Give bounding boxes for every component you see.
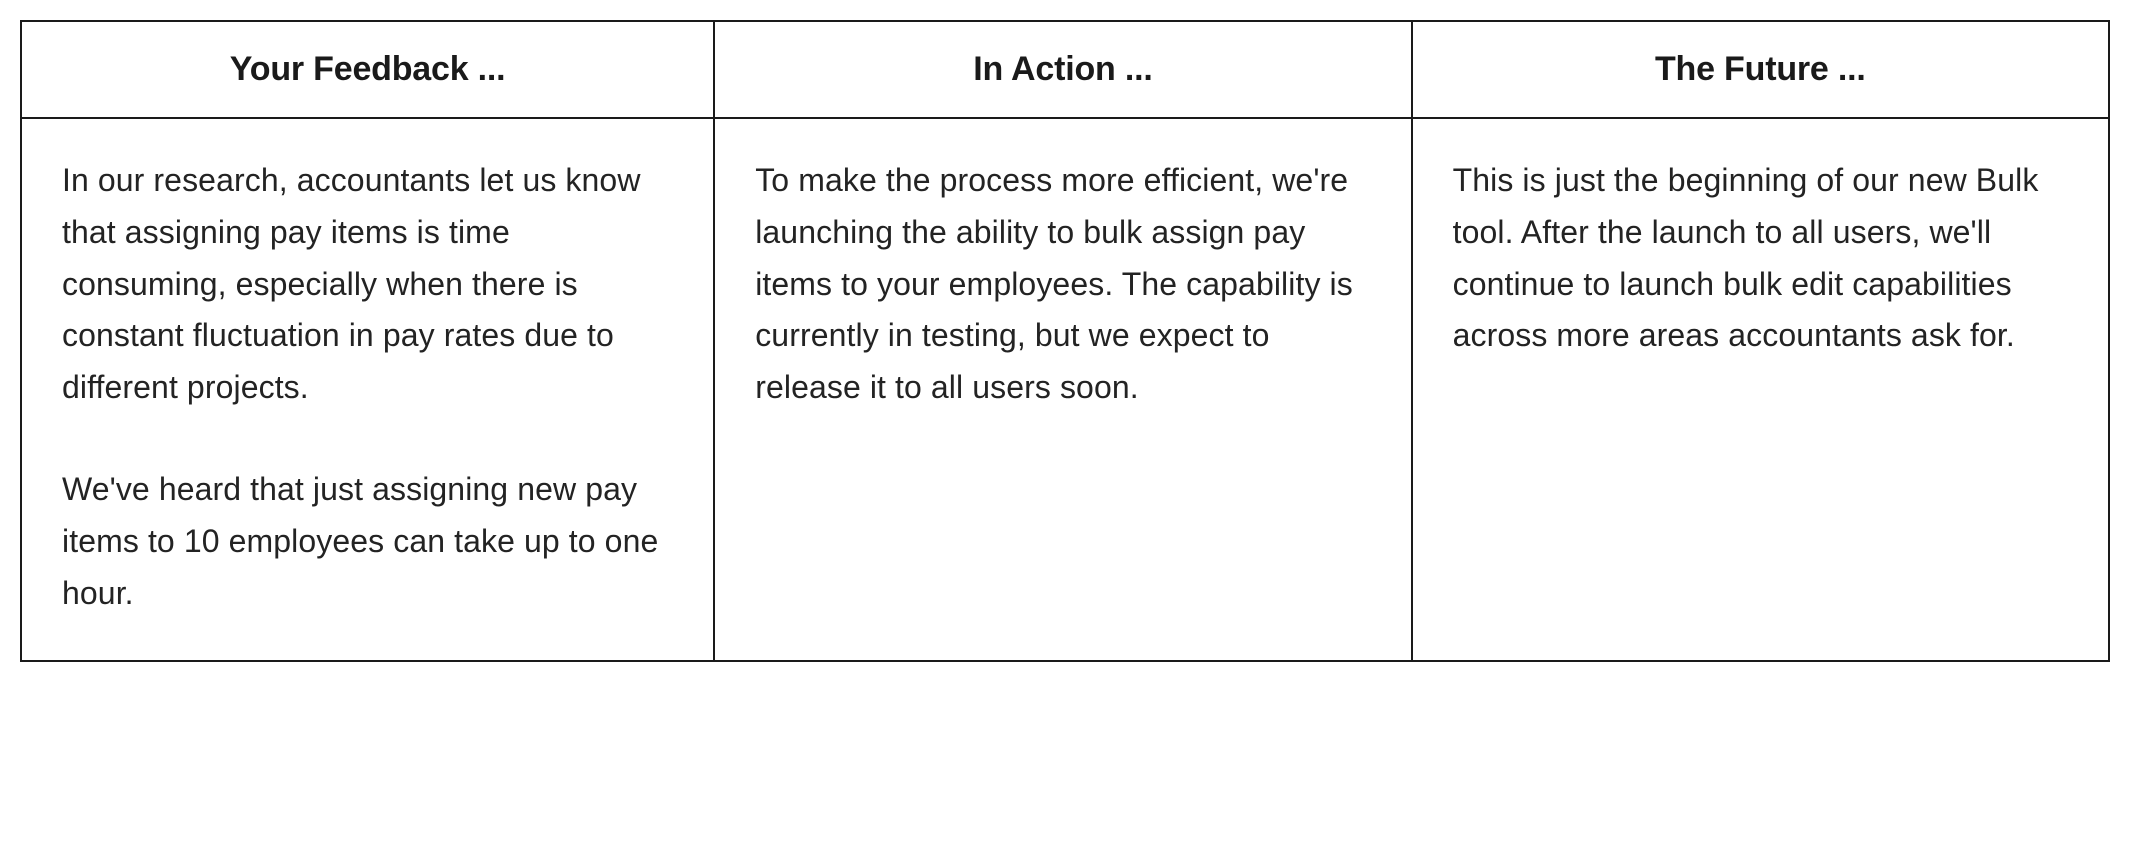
cell-paragraph: To make the process more efficient, we'r…	[755, 155, 1370, 414]
cell-paragraph: We've heard that just assigning new pay …	[62, 464, 673, 619]
feedback-table: Your Feedback ... In Action ... The Futu…	[20, 20, 2110, 662]
column-header-feedback: Your Feedback ...	[21, 21, 714, 118]
table-header: Your Feedback ... In Action ... The Futu…	[21, 21, 2109, 118]
table-body: In our research, accountants let us know…	[21, 118, 2109, 661]
table-row: In our research, accountants let us know…	[21, 118, 2109, 661]
column-header-future: The Future ...	[1412, 21, 2109, 118]
table-header-row: Your Feedback ... In Action ... The Futu…	[21, 21, 2109, 118]
column-header-in-action: In Action ...	[714, 21, 1411, 118]
cell-future: This is just the beginning of our new Bu…	[1412, 118, 2109, 661]
cell-in-action: To make the process more efficient, we'r…	[714, 118, 1411, 661]
cell-feedback: In our research, accountants let us know…	[21, 118, 714, 661]
cell-paragraph: In our research, accountants let us know…	[62, 155, 673, 414]
cell-paragraph: This is just the beginning of our new Bu…	[1453, 155, 2068, 362]
